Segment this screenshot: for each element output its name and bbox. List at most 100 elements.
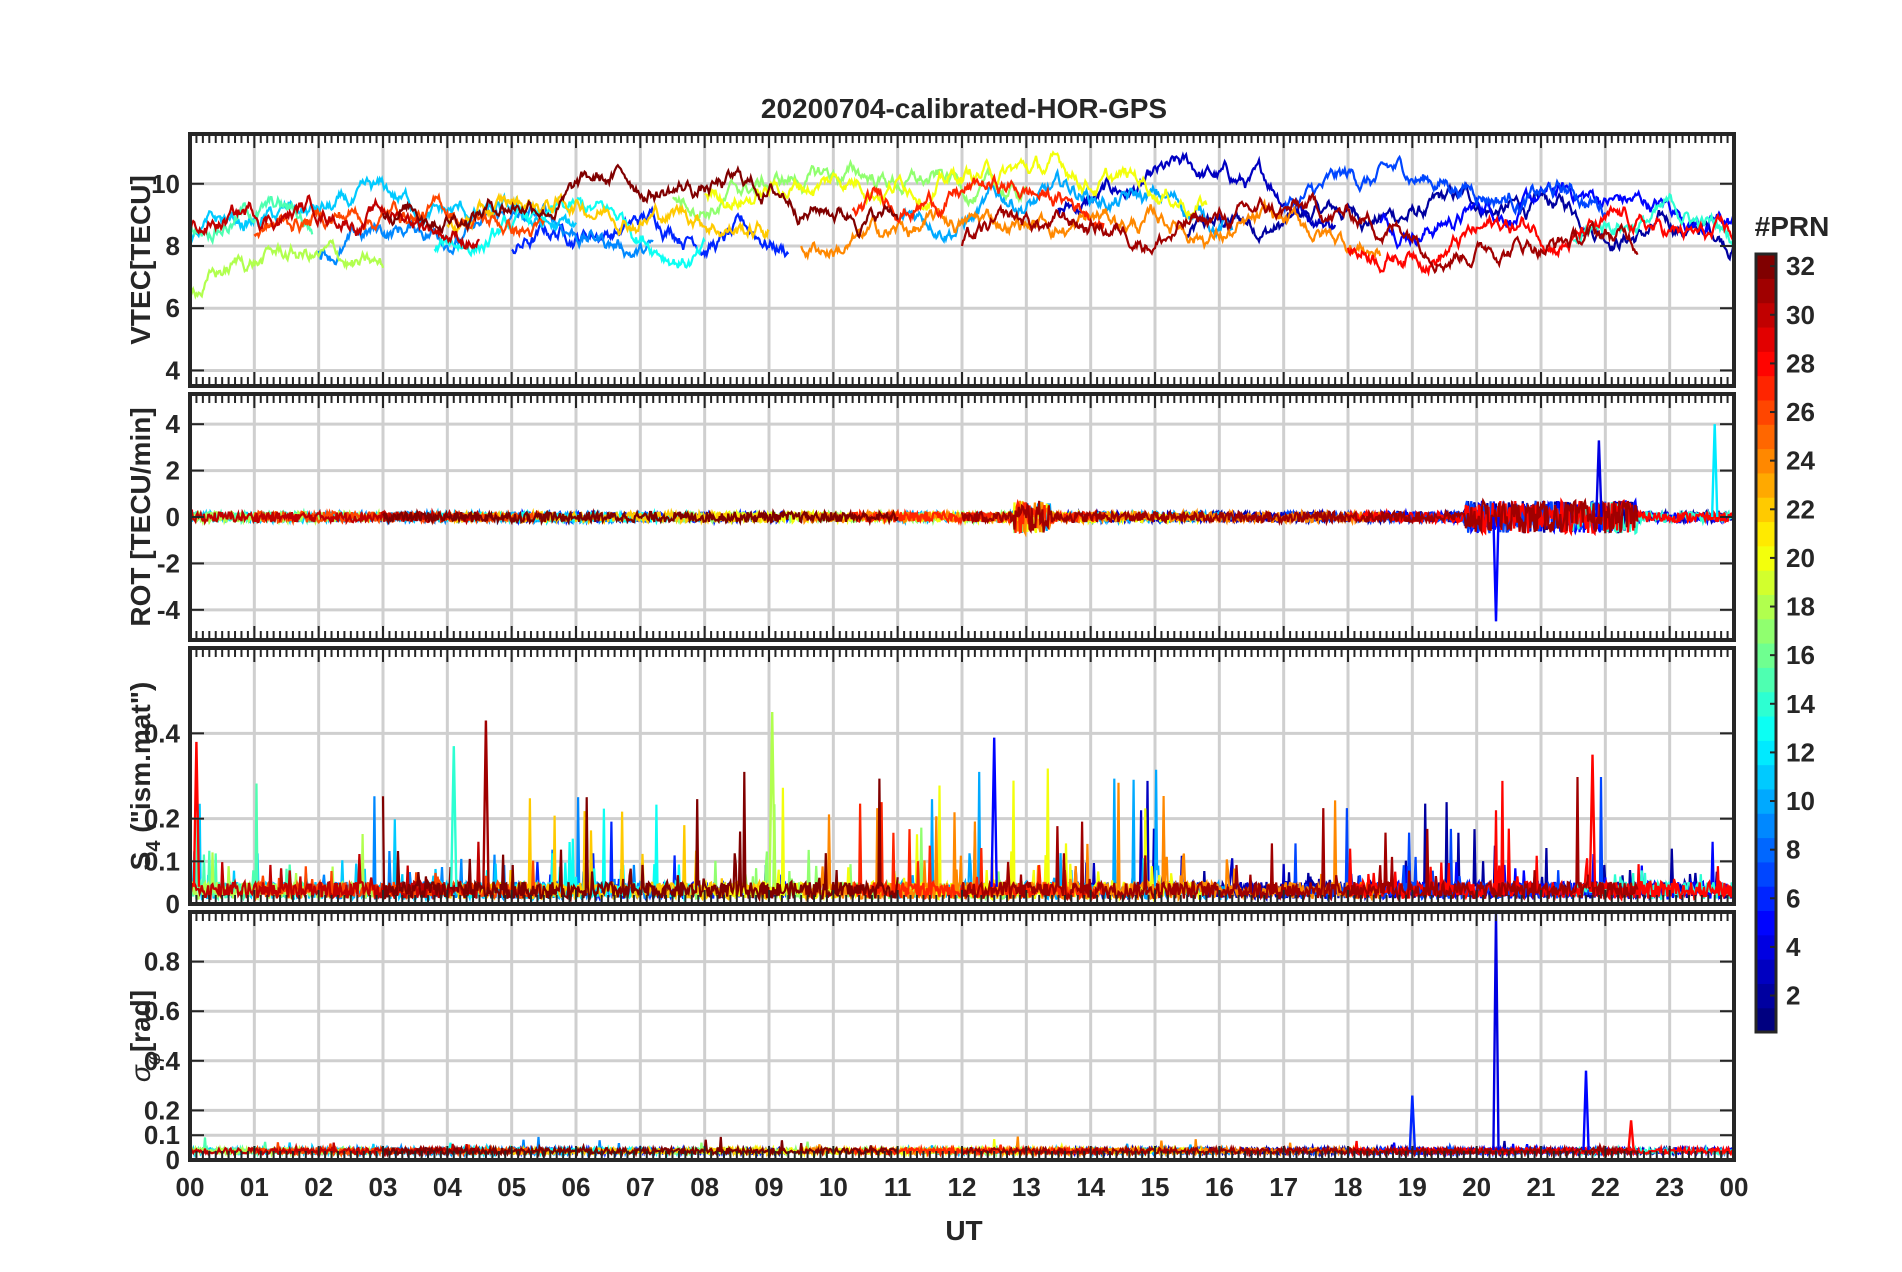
x-axis-label: UT xyxy=(945,1215,982,1246)
y-tick-label: 0.8 xyxy=(144,947,180,977)
spike-mark xyxy=(482,720,490,887)
colorbar-tick-label: 32 xyxy=(1786,251,1815,281)
x-tick-label: 07 xyxy=(626,1172,655,1202)
colorbar-segment xyxy=(1756,351,1776,377)
x-tick-label: 23 xyxy=(1655,1172,1684,1202)
series-line-prn-18 xyxy=(190,238,385,300)
colorbar-segment xyxy=(1756,278,1776,304)
spike-mark xyxy=(450,746,458,887)
x-tick-label: 10 xyxy=(819,1172,848,1202)
x-tick-label: 13 xyxy=(1012,1172,1041,1202)
colorbar-segment xyxy=(1756,886,1776,912)
colorbar-segment xyxy=(1756,910,1776,936)
x-tick-label: 15 xyxy=(1141,1172,1170,1202)
colorbar-tick-label: 20 xyxy=(1786,543,1815,573)
spike-mark xyxy=(1627,1120,1635,1151)
colorbar-segment xyxy=(1756,302,1776,328)
y-tick-label: 0.1 xyxy=(144,1120,180,1150)
spike-mark xyxy=(192,741,201,887)
colorbar-segment xyxy=(1756,740,1776,766)
colorbar-segment xyxy=(1756,521,1776,547)
colorbar-segment xyxy=(1756,1007,1776,1033)
y-tick-label: -4 xyxy=(157,595,181,625)
panel-sigma_phi: 00.10.2 0.4 0.6 0.8 σφ[rad] xyxy=(125,910,1736,1175)
x-tick-label: 21 xyxy=(1527,1172,1556,1202)
colorbar-segment xyxy=(1756,813,1776,839)
series-line-prn-32 xyxy=(381,163,899,240)
y-tick-label: 0 xyxy=(166,502,180,532)
colorbar-tick-label: 6 xyxy=(1786,883,1800,913)
colorbar-segment xyxy=(1756,399,1776,425)
series-line-prn-15 xyxy=(190,194,314,246)
colorbar-segment xyxy=(1756,643,1776,668)
series-line-prn-31 xyxy=(960,191,1639,275)
x-tick-label: 20 xyxy=(1462,1172,1491,1202)
colorbar-segment xyxy=(1756,861,1776,887)
colorbar-segment xyxy=(1756,545,1776,571)
x-tick-label: 08 xyxy=(690,1172,719,1202)
x-tick-label: 03 xyxy=(369,1172,398,1202)
colorbar-segment xyxy=(1756,472,1776,498)
x-tick-label: 14 xyxy=(1076,1172,1105,1202)
spike-mark xyxy=(1588,754,1597,887)
spike-mark xyxy=(1595,440,1603,518)
y-tick-label: 2 xyxy=(166,456,180,486)
series-line-prn-20 xyxy=(704,150,1208,221)
series-line-prn-6 xyxy=(511,205,790,260)
series-line-prn-31 xyxy=(960,1142,1639,1159)
y-tick-label: 0.2 xyxy=(144,1095,180,1125)
series-line-prn-10 xyxy=(896,168,1234,244)
x-tick-label: 22 xyxy=(1591,1172,1620,1202)
y-tick-label: 0.2 xyxy=(144,804,180,834)
y-tick-label: 8 xyxy=(166,231,180,261)
y-tick-label: 0.4 xyxy=(144,718,181,748)
colorbar-tick-label: 24 xyxy=(1786,446,1815,476)
colorbar-segment xyxy=(1756,424,1776,450)
y-tick-label: 6 xyxy=(166,293,180,323)
series-line-prn-31 xyxy=(960,497,1639,535)
colorbar-tick-label: 22 xyxy=(1786,494,1815,524)
colorbar-segment xyxy=(1756,715,1776,741)
x-tick-label: 01 xyxy=(240,1172,269,1202)
x-axis: 00 01 02 03 04 05 06 07 08 09 10 11 12 13 14 15 16 17 18 19… xyxy=(176,1172,1749,1202)
series-line-prn-28 xyxy=(1346,204,1734,277)
panel-rot: -4 -2 0 2 4 ROT [TECU/min] xyxy=(125,392,1736,642)
colorbar-tick-label: 2 xyxy=(1786,981,1800,1011)
spike-mark xyxy=(1408,1095,1417,1151)
series-line-prn-32 xyxy=(382,508,899,527)
spike-mark xyxy=(1710,424,1719,518)
colorbar-segment xyxy=(1756,448,1776,474)
colorbar-segment xyxy=(1756,983,1776,1009)
series-line-prn-17 xyxy=(672,158,1027,222)
colorbar-tick-label: 26 xyxy=(1786,397,1815,427)
chart-title: 20200704-calibrated-HOR-GPS xyxy=(761,93,1167,124)
colorbar-tick-label: 28 xyxy=(1786,348,1815,378)
x-tick-label: 11 xyxy=(884,1172,912,1202)
spike-mark xyxy=(1492,516,1500,622)
colorbar-tick-label: 12 xyxy=(1786,737,1815,767)
series-line-prn-30 xyxy=(190,194,480,251)
series-line-prn-7 xyxy=(1282,154,1607,219)
colorbar-segment xyxy=(1756,594,1776,620)
x-tick-label: 06 xyxy=(562,1172,591,1202)
colorbar-segment xyxy=(1756,788,1776,814)
y-tick-label: 0 xyxy=(166,1145,180,1175)
colorbar-label: #PRN xyxy=(1755,211,1830,242)
colorbar-segment xyxy=(1756,837,1776,863)
colorbar-segment xyxy=(1756,570,1776,595)
x-tick-label: 09 xyxy=(755,1172,784,1202)
colorbar-tick-label: 14 xyxy=(1786,689,1815,719)
y-tick-label: 0 xyxy=(166,889,180,919)
series-line-prn-13 xyxy=(433,196,706,269)
x-tick-label: 00 xyxy=(1720,1172,1749,1202)
x-tick-label: 17 xyxy=(1269,1172,1298,1202)
x-tick-label: 16 xyxy=(1205,1172,1234,1202)
colorbar-segment xyxy=(1756,959,1776,984)
colorbar-tick-label: 30 xyxy=(1786,300,1815,330)
y-tick-label: 0.1 xyxy=(144,846,180,876)
series-line-prn-22 xyxy=(446,192,770,241)
colorbar-tick-label: 4 xyxy=(1786,932,1801,962)
